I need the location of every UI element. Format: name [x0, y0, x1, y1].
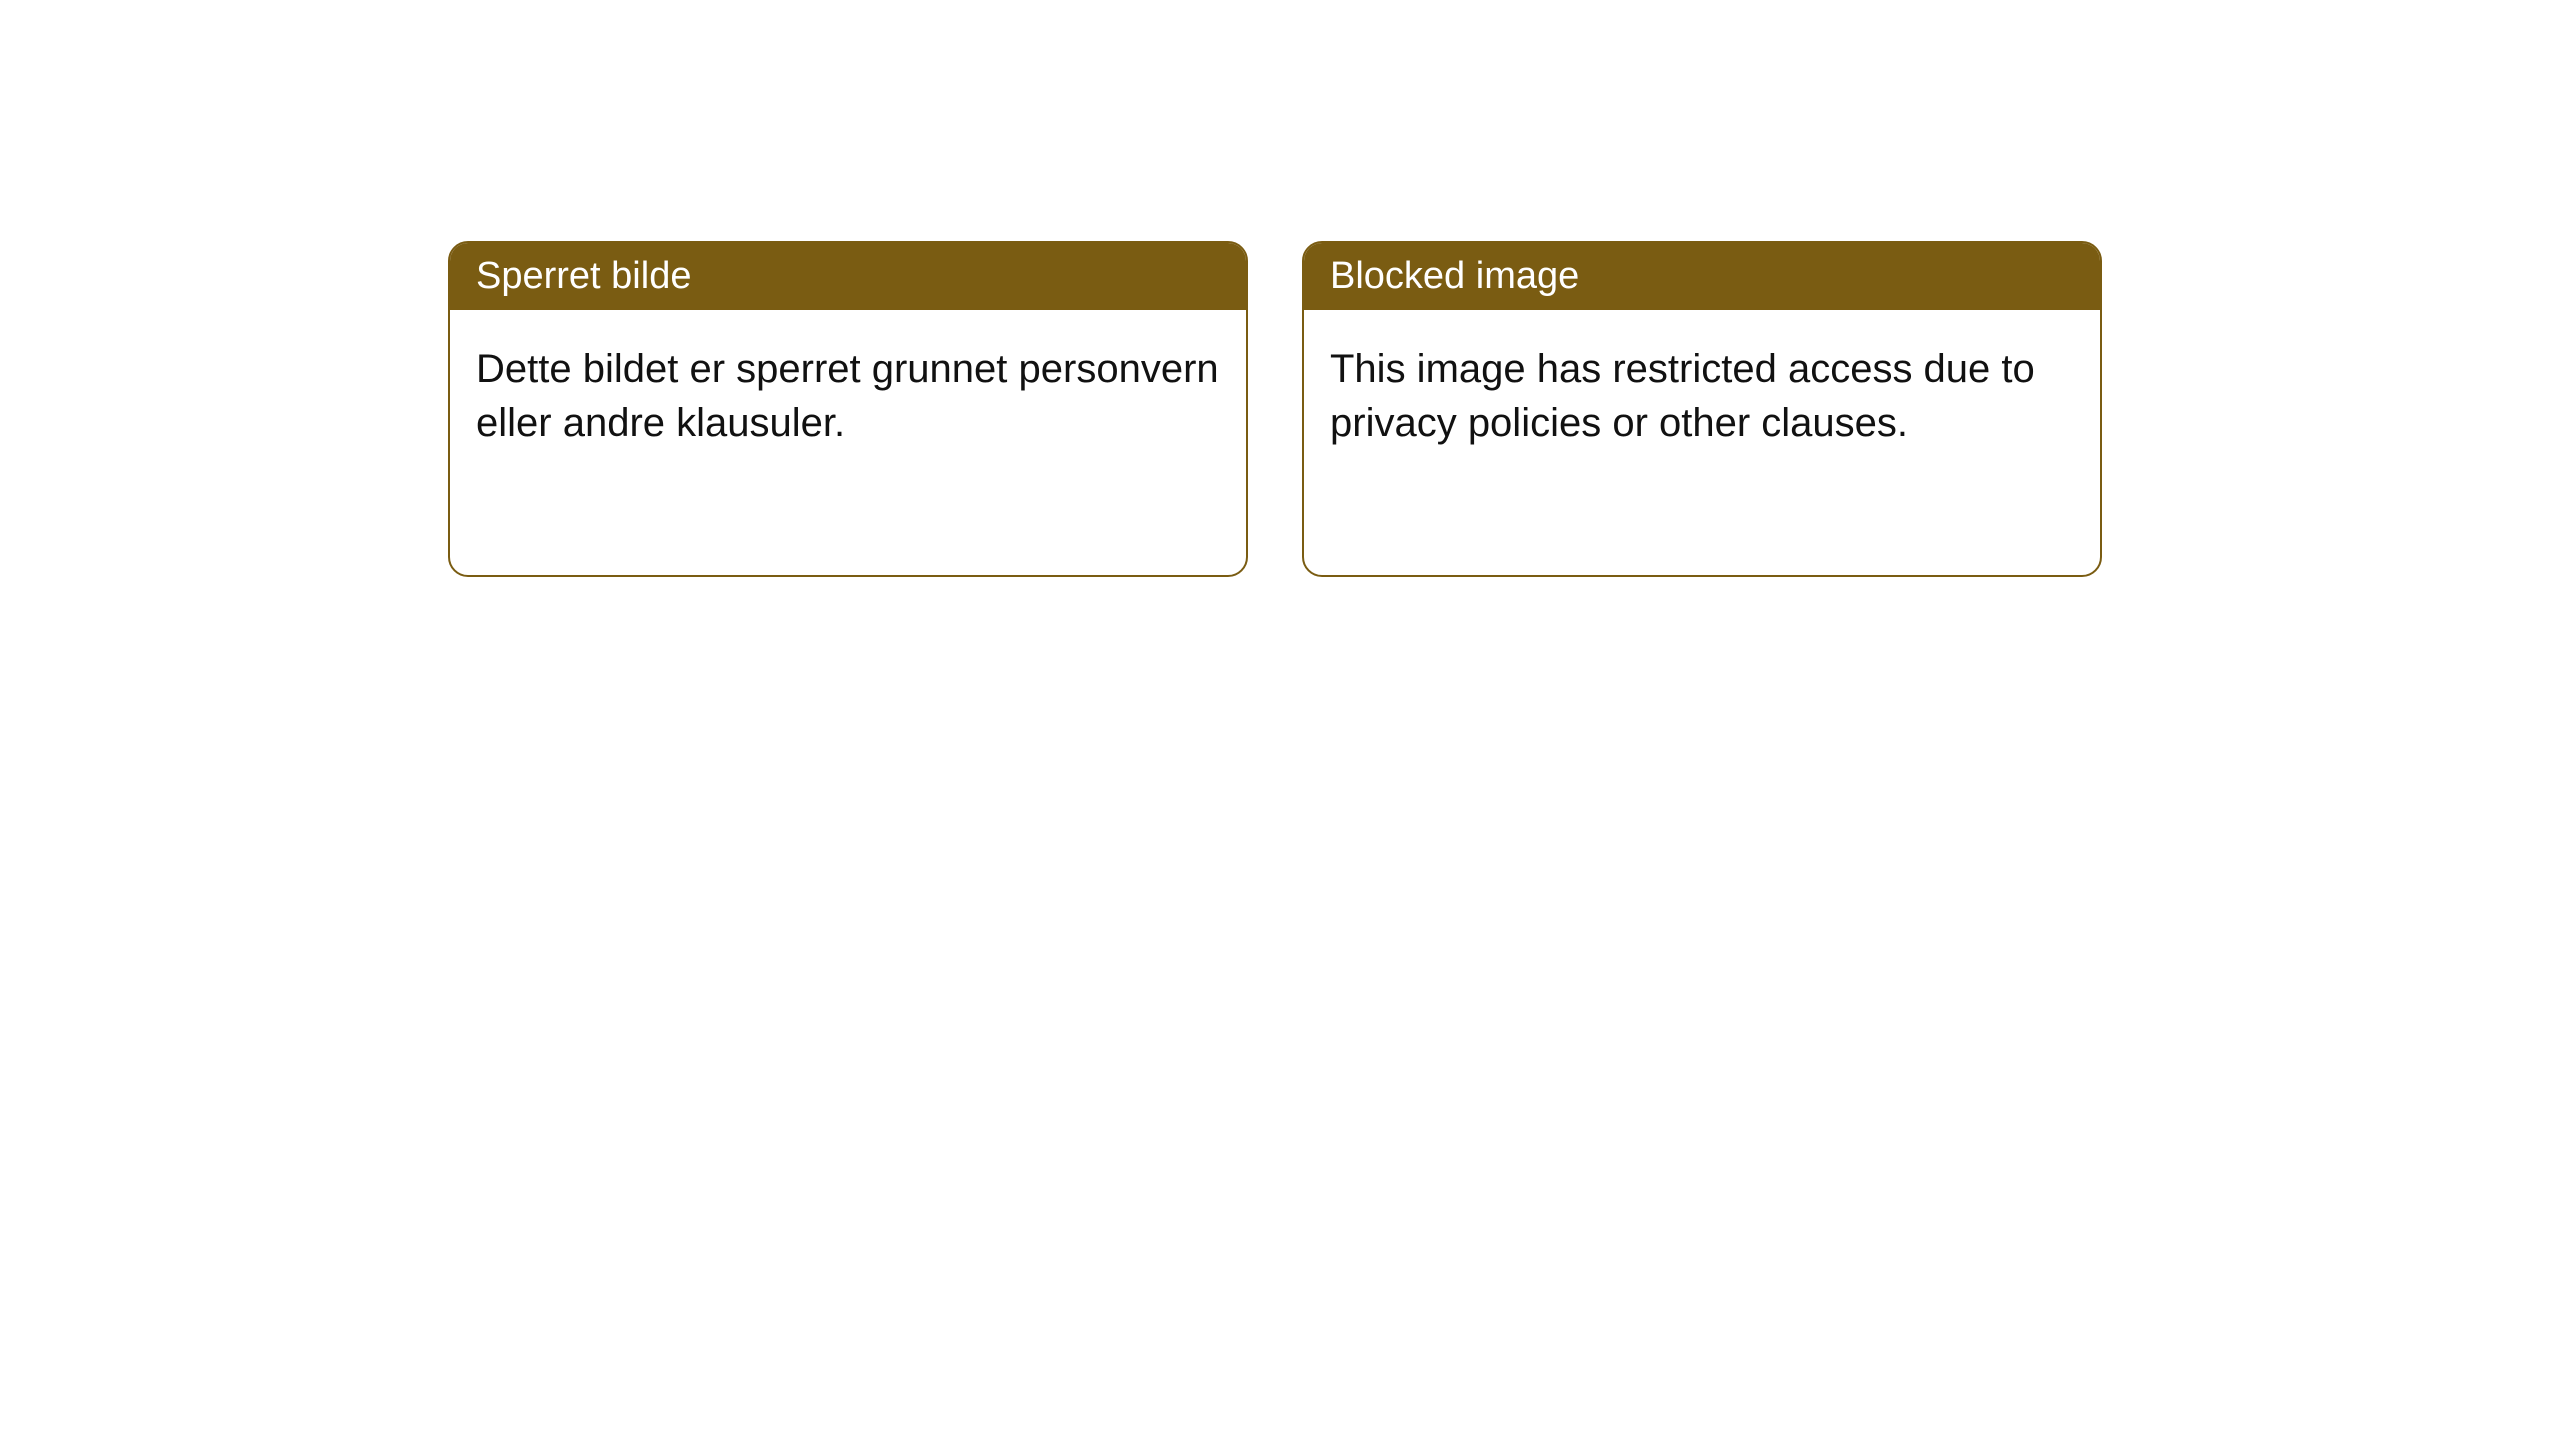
- page-canvas: Sperret bilde Dette bildet er sperret gr…: [0, 0, 2560, 1440]
- notice-row: Sperret bilde Dette bildet er sperret gr…: [448, 241, 2102, 577]
- notice-card-no: Sperret bilde Dette bildet er sperret gr…: [448, 241, 1248, 577]
- notice-card-en-header: Blocked image: [1304, 243, 2100, 310]
- notice-card-no-body: Dette bildet er sperret grunnet personve…: [450, 310, 1246, 476]
- notice-card-en-body: This image has restricted access due to …: [1304, 310, 2100, 476]
- notice-card-en: Blocked image This image has restricted …: [1302, 241, 2102, 577]
- notice-card-no-header: Sperret bilde: [450, 243, 1246, 310]
